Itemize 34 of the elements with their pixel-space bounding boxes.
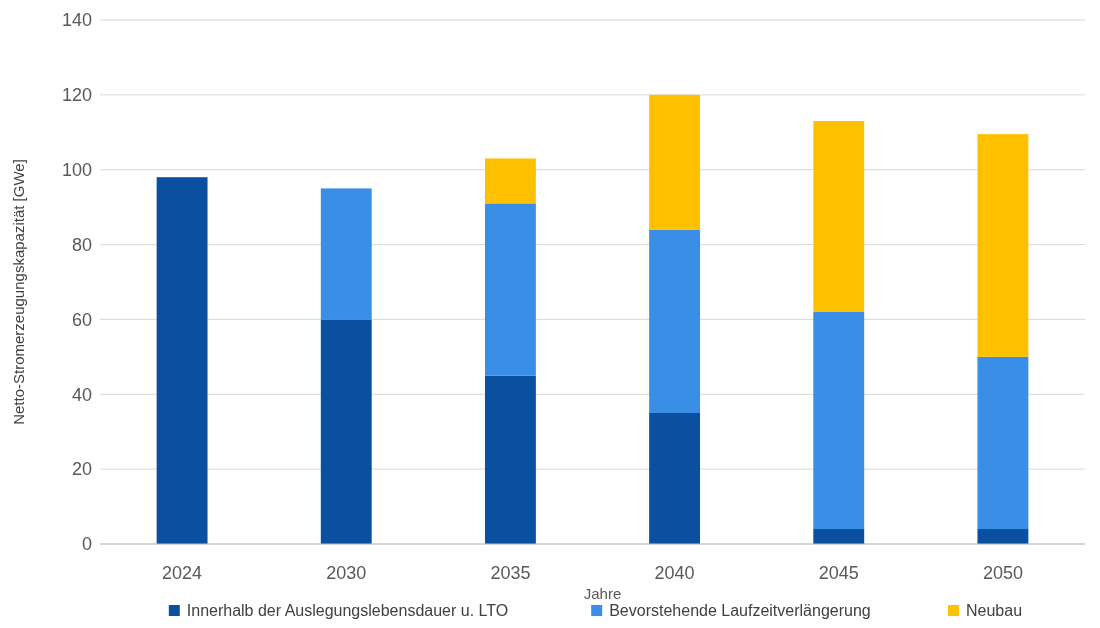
- bar: [649, 94, 701, 230]
- x-tick-label: 2024: [162, 563, 203, 583]
- bar: [977, 529, 1029, 544]
- bar: [649, 229, 701, 413]
- y-axis-title: Netto-Stromerzeugungskapazität [GWe]: [10, 159, 27, 425]
- y-tick-label: 100: [61, 160, 92, 181]
- y-tick-label: 40: [71, 384, 92, 405]
- x-tick-label: 2035: [490, 563, 531, 583]
- x-tick-label: 2050: [982, 563, 1023, 583]
- y-tick-label: 60: [71, 309, 92, 330]
- bar: [977, 134, 1029, 357]
- x-tick-label: 2030: [326, 563, 367, 583]
- y-tick-label: 120: [61, 85, 92, 106]
- bar: [977, 356, 1029, 530]
- bar: [484, 158, 536, 204]
- y-tick-label: 0: [81, 534, 92, 555]
- bar: [813, 529, 865, 544]
- bar: [320, 188, 372, 320]
- bar: [813, 121, 865, 312]
- legend-label: Bevorstehende Laufzeitverlängerung: [609, 602, 871, 619]
- bar: [649, 413, 701, 544]
- bar: [156, 177, 208, 544]
- bar: [484, 375, 536, 544]
- bar: [484, 203, 536, 376]
- legend-label: Innerhalb der Auslegungslebensdauer u. LTO: [186, 602, 509, 619]
- x-axis-title: Jahre: [583, 585, 622, 602]
- y-tick-label: 80: [71, 234, 92, 255]
- bar: [813, 311, 865, 530]
- x-tick-label: 2045: [818, 563, 859, 583]
- y-tick-label: 140: [61, 10, 92, 31]
- bar: [320, 319, 372, 544]
- legend-label: Neubau: [966, 602, 1023, 619]
- x-tick-label: 2040: [654, 563, 695, 583]
- y-tick-label: 20: [71, 459, 92, 480]
